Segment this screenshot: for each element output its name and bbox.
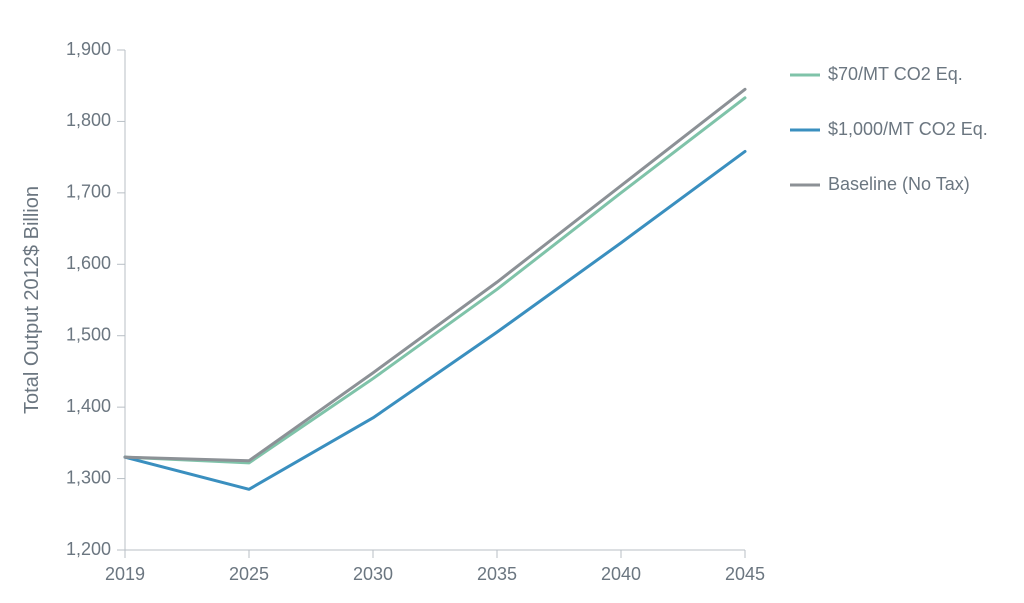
y-tick-label: 1,400 (66, 396, 111, 416)
y-axis-label: Total Output 2012$ Billion (21, 186, 43, 414)
y-tick-label: 1,500 (66, 324, 111, 344)
x-tick-label: 2040 (601, 564, 641, 584)
legend-label: $1,000/MT CO2 Eq. (828, 119, 988, 139)
legend-label: $70/MT CO2 Eq. (828, 64, 963, 84)
x-tick-label: 2019 (105, 564, 145, 584)
y-tick-label: 1,800 (66, 110, 111, 130)
x-tick-label: 2030 (353, 564, 393, 584)
chart-background (0, 0, 1024, 603)
x-tick-label: 2035 (477, 564, 517, 584)
line-chart: 1,200 1,300 1,400 1,500 1,600 1,700 1,800 1,900… (0, 0, 1024, 603)
y-tick-label: 1,200 (66, 539, 111, 559)
y-tick-label: 1,700 (66, 182, 111, 202)
chart-svg: 1,200 1,300 1,400 1,500 1,600 1,700 1,800 1,900… (0, 0, 1024, 603)
y-tick-label: 1,300 (66, 467, 111, 487)
legend-label: Baseline (No Tax) (828, 174, 970, 194)
y-tick-label: 1,900 (66, 39, 111, 59)
x-tick-label: 2025 (229, 564, 269, 584)
y-tick-label: 1,600 (66, 253, 111, 273)
x-tick-label: 2045 (725, 564, 765, 584)
